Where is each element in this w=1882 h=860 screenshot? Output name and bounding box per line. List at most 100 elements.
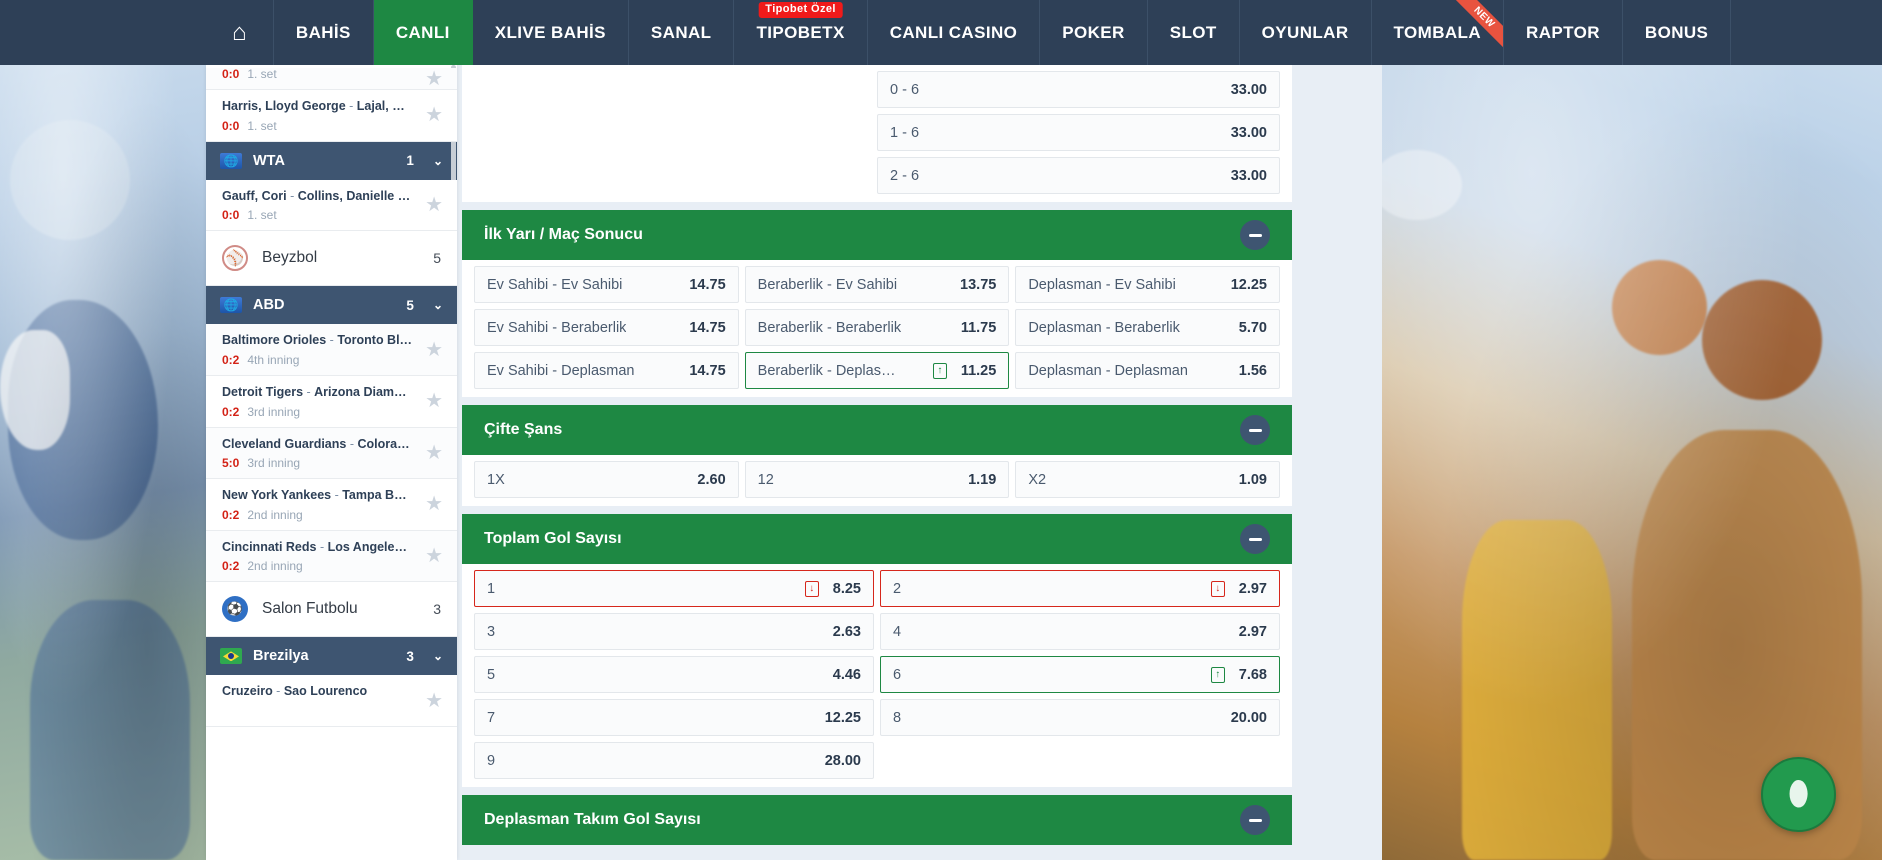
nav-item-slot[interactable]: SLOT bbox=[1148, 0, 1240, 65]
favorite-star-icon[interactable]: ★ bbox=[425, 493, 443, 516]
nav-item-oyunlar[interactable]: OYUNLAR bbox=[1240, 0, 1372, 65]
favorite-star-icon[interactable]: ★ bbox=[425, 545, 443, 568]
sidebar-match-row[interactable]: New York Yankees - Tampa Ba… 0:2 2nd innin… bbox=[206, 479, 457, 531]
odds-button[interactable]: 12 1.19 bbox=[744, 461, 1010, 498]
sidebar-sport-salon-futbolu[interactable]: ⚽ Salon Futbolu 3 bbox=[206, 582, 457, 638]
odds-label: Beraberlik - Deplas… bbox=[757, 362, 896, 379]
odds-button[interactable]: 2 - 6 33.00 bbox=[877, 157, 1280, 194]
market-section-header[interactable]: Deplasman Takım Gol Sayısı bbox=[462, 795, 1292, 845]
nav-item-canli[interactable]: CANLI bbox=[373, 0, 473, 65]
odds-button[interactable]: 1 ↓ 8.25 bbox=[474, 570, 874, 607]
odds-button[interactable]: Ev Sahibi - Beraberlik 14.75 bbox=[474, 309, 739, 346]
sidebar-league-abd[interactable]: ABD 5 ⌄ bbox=[206, 286, 457, 325]
sidebar-match-row[interactable]: Harris, Lloyd George - Lajal, M… 0:0 1. se… bbox=[206, 90, 457, 142]
collapse-section-icon[interactable] bbox=[1240, 220, 1270, 250]
collapse-section-icon[interactable] bbox=[1240, 805, 1270, 835]
chat-support-icon[interactable]: ⬮ bbox=[1761, 757, 1836, 832]
odds-value: 14.75 bbox=[689, 276, 726, 293]
odds-button[interactable]: Beraberlik - Ev Sahibi 13.75 bbox=[744, 266, 1010, 303]
sidebar-match-row[interactable]: Cruzeiro - Sao Lourenco ★ bbox=[206, 675, 457, 727]
nav-item-canli-casino[interactable]: CANLI CASINO bbox=[868, 0, 1041, 65]
match-meta: 5:0 3rd inning bbox=[222, 457, 413, 469]
favorite-star-icon[interactable]: ★ bbox=[425, 338, 443, 361]
sidebar-league-wta[interactable]: WTA 1 ⌄ bbox=[206, 141, 457, 180]
odds-button[interactable]: 9 28.00 bbox=[474, 742, 874, 779]
market-section-header[interactable]: Toplam Gol Sayısı bbox=[462, 514, 1292, 564]
match-teams: Cincinnati Reds - Los Angeles … bbox=[222, 540, 413, 556]
favorite-star-icon[interactable]: ★ bbox=[425, 104, 443, 127]
nav-item-raptor[interactable]: RAPTOR bbox=[1504, 0, 1623, 65]
odds-value: 12.25 bbox=[1230, 276, 1267, 293]
nav-item-tombala[interactable]: TOMBALA NEW bbox=[1372, 0, 1505, 65]
nav-item-bahi̇s[interactable]: BAHİS bbox=[274, 0, 374, 65]
odds-value: 5.70 bbox=[1238, 319, 1267, 336]
nav-item-label: TIPOBETX bbox=[756, 22, 845, 42]
odds-button[interactable]: 7 12.25 bbox=[474, 699, 874, 736]
odds-button[interactable]: 1X 2.60 bbox=[474, 461, 739, 498]
home-icon[interactable]: ⌂ bbox=[206, 0, 274, 65]
chevron-down-icon[interactable]: ⌄ bbox=[432, 298, 443, 313]
odds-button[interactable]: Ev Sahibi - Ev Sahibi 14.75 bbox=[474, 266, 739, 303]
odds-button[interactable]: 6 ↑ 7.68 bbox=[880, 656, 1280, 693]
chevron-down-icon[interactable]: ⌄ bbox=[432, 153, 443, 168]
nav-item-poker[interactable]: POKER bbox=[1040, 0, 1148, 65]
match-score: 0:2 bbox=[222, 559, 240, 574]
odds-down-arrow-icon: ↓ bbox=[1210, 580, 1225, 597]
odds-label: Deplasman - Beraberlik bbox=[1028, 319, 1180, 336]
match-teams: Cleveland Guardians - Colorad… bbox=[222, 437, 413, 453]
sidebar-match-row[interactable]: Cleveland Guardians - Colorad… 5:0 3rd inn… bbox=[206, 427, 457, 480]
odds-button[interactable]: Deplasman - Ev Sahibi 12.25 bbox=[1015, 266, 1280, 303]
odds-button[interactable]: 0 - 6 33.00 bbox=[877, 71, 1280, 108]
odds-button[interactable]: 8 20.00 bbox=[880, 699, 1280, 736]
sidebar-match-row[interactable]: Gauff, Cori - Collins, Danielle R… 0:0 1. … bbox=[206, 179, 457, 232]
odds-button[interactable]: Beraberlik - Deplas… ↑ 11.25 bbox=[744, 352, 1010, 389]
match-meta: 0:2 2nd inning bbox=[222, 560, 413, 572]
favorite-star-icon[interactable]: ★ bbox=[425, 441, 443, 464]
sidebar-match-row[interactable]: 0:0 1. set ★ bbox=[206, 68, 457, 90]
favorite-star-icon[interactable]: ★ bbox=[425, 390, 443, 413]
nav-item-label: POKER bbox=[1062, 22, 1125, 42]
odds-button[interactable]: 3 2.63 bbox=[474, 613, 874, 650]
odds-button[interactable]: Deplasman - Deplasman 1.56 bbox=[1015, 352, 1280, 389]
sidebar-sport-beyzbol[interactable]: ⚾ Beyzbol 5 bbox=[206, 231, 457, 287]
odds-button[interactable]: 2 ↓ 2.97 bbox=[880, 570, 1280, 607]
section-gap bbox=[462, 202, 1292, 210]
odds-button[interactable]: 5 4.46 bbox=[474, 656, 874, 693]
favorite-star-icon[interactable]: ★ bbox=[425, 193, 443, 216]
odds-label: 4 bbox=[893, 623, 902, 640]
match-team-separator: - bbox=[346, 436, 358, 451]
odds-button[interactable]: X2 1.09 bbox=[1015, 461, 1280, 498]
nav-item-label: CANLI bbox=[395, 22, 450, 42]
sidebar-league-brezilya[interactable]: Brezilya 3 ⌄ bbox=[206, 637, 457, 676]
nav-item-sanal[interactable]: SANAL bbox=[629, 0, 735, 65]
collapse-section-icon[interactable] bbox=[1240, 524, 1270, 554]
odds-value: 11.75 bbox=[960, 319, 997, 336]
sidebar-match-row[interactable]: Baltimore Orioles - Toronto Bl… 0:2 4th in… bbox=[206, 324, 457, 376]
match-teams: Cruzeiro - Sao Lourenco bbox=[222, 684, 413, 700]
sport-name: Salon Futbolu bbox=[262, 600, 358, 618]
sidebar-match-row[interactable]: Cincinnati Reds - Los Angeles … 0:2 2nd in… bbox=[206, 530, 457, 583]
favorite-star-icon[interactable]: ★ bbox=[425, 67, 443, 90]
odds-label: Beraberlik - Beraberlik bbox=[757, 319, 902, 336]
chevron-down-icon[interactable]: ⌄ bbox=[432, 649, 443, 664]
market-section-header[interactable]: Çifte Şans bbox=[462, 405, 1292, 455]
odds-button[interactable]: 4 2.97 bbox=[880, 613, 1280, 650]
odds-button[interactable]: Beraberlik - Beraberlik 11.75 bbox=[744, 309, 1010, 346]
nav-item-tipobetx[interactable]: Tipobet Özel TIPOBETX bbox=[734, 0, 868, 65]
odds-button[interactable]: 1 - 6 33.00 bbox=[877, 114, 1280, 151]
league-name: ABD bbox=[253, 297, 285, 314]
collapse-section-icon[interactable] bbox=[1240, 415, 1270, 445]
sidebar-match-row[interactable]: Detroit Tigers - Arizona Diamo… 0:2 3rd in… bbox=[206, 375, 457, 428]
live-events-sidebar[interactable]: 0:0 1. set ★ Harris, Lloyd George - Lajal, … bbox=[206, 65, 457, 860]
match-meta: 0:2 2nd inning bbox=[222, 509, 413, 521]
odds-button[interactable]: Deplasman - Beraberlik 5.70 bbox=[1015, 309, 1280, 346]
favorite-star-icon[interactable]: ★ bbox=[425, 689, 443, 712]
match-period: 2nd inning bbox=[247, 559, 303, 574]
odds-button[interactable]: Ev Sahibi - Deplasman 14.75 bbox=[474, 352, 739, 389]
odds-grid: Ev Sahibi - Ev Sahibi 14.75 Beraberlik - E… bbox=[474, 266, 1280, 389]
match-period: 2nd inning bbox=[247, 507, 303, 522]
nav-item-bonus[interactable]: BONUS bbox=[1623, 0, 1732, 65]
nav-item-xlive-bahi̇s[interactable]: XLIVE BAHİS bbox=[473, 0, 629, 65]
odds-label: 9 bbox=[487, 752, 496, 769]
market-section-header[interactable]: İlk Yarı / Maç Sonucu bbox=[462, 210, 1292, 260]
